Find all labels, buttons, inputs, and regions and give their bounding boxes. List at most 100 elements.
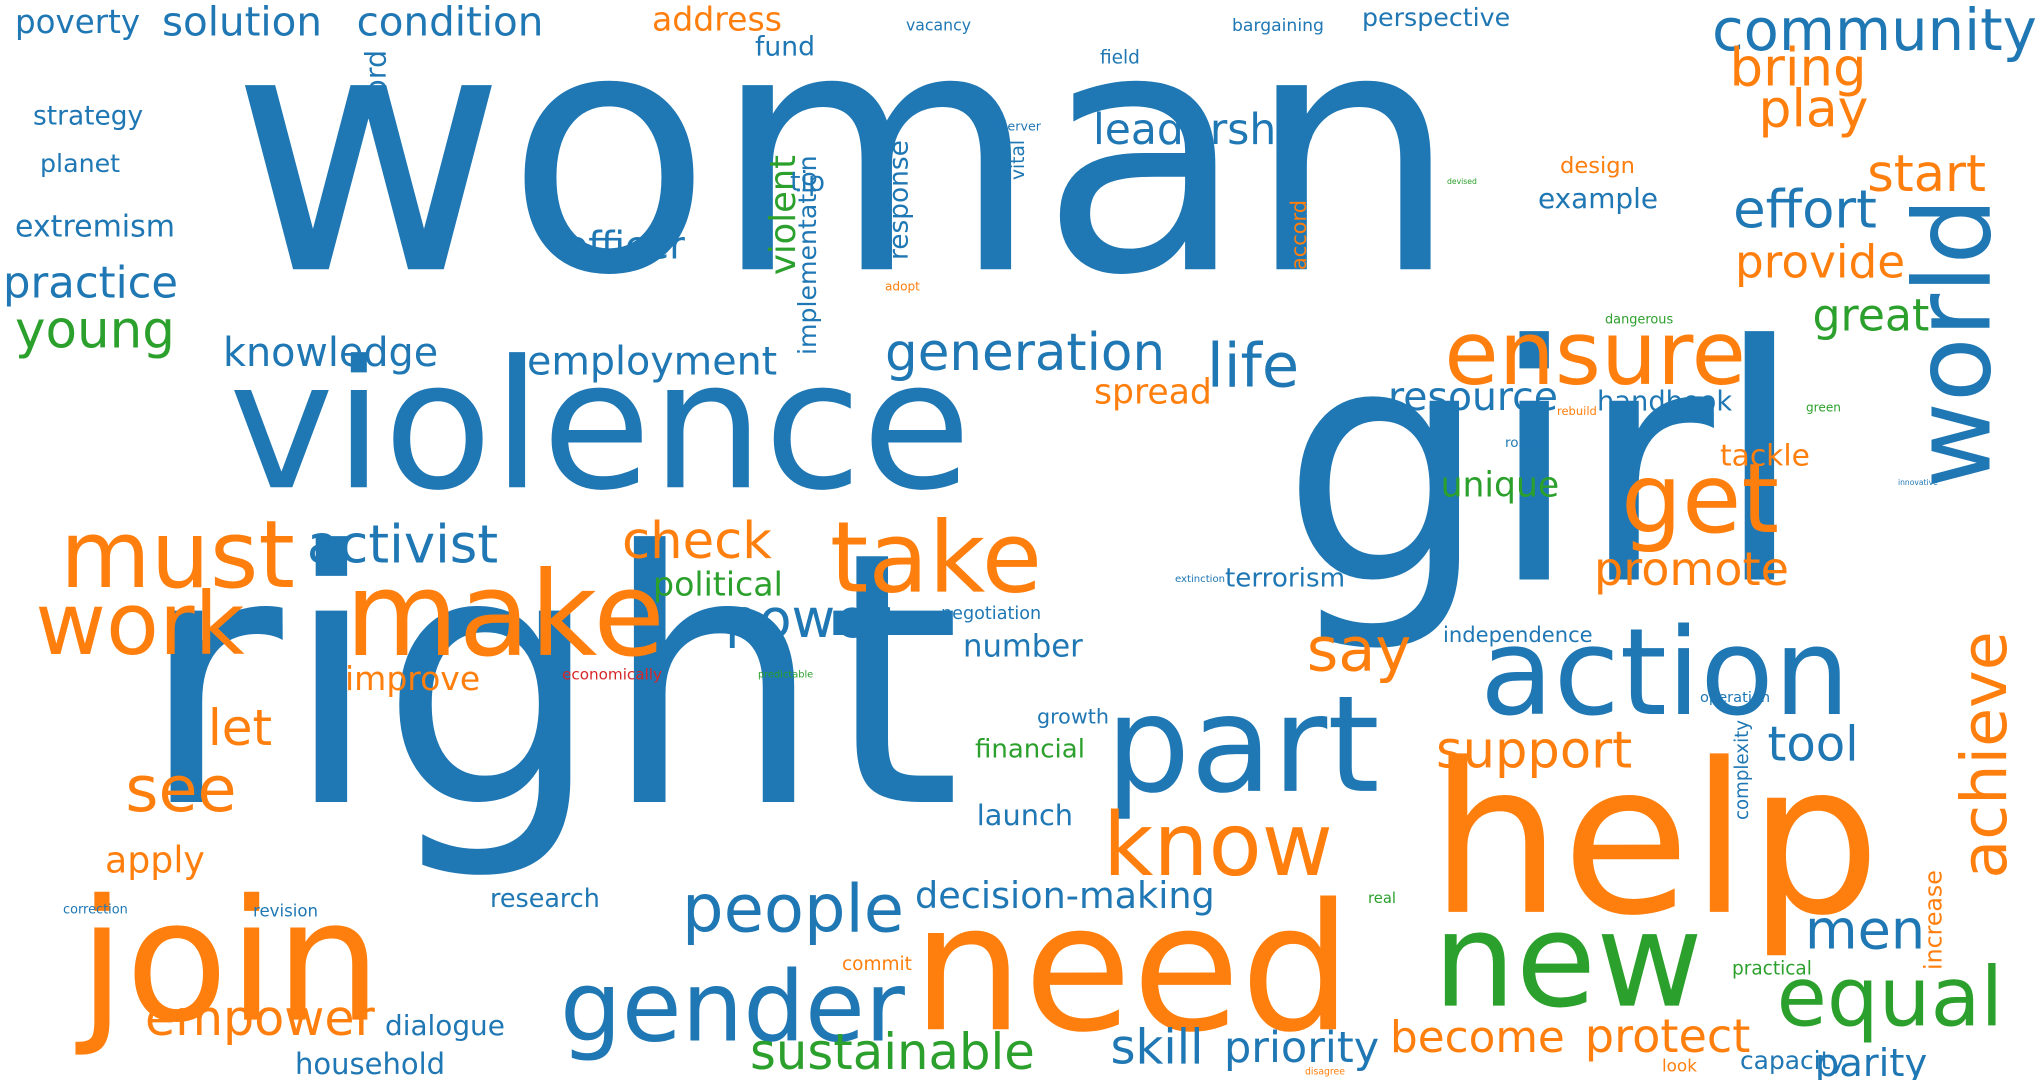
word-see: see	[125, 752, 236, 826]
word-handbook: handbook	[1597, 387, 1732, 418]
word-bring: bring	[1730, 37, 1867, 98]
word-play: play	[1759, 80, 1869, 140]
word-political: political	[653, 564, 783, 603]
word-look: look	[1662, 1056, 1697, 1076]
word-unique: unique	[1441, 466, 1560, 506]
word-let: let	[208, 699, 272, 757]
word-violence: violence	[229, 322, 971, 529]
word-parity: parity	[1815, 1041, 1927, 1080]
word-dialogue: dialogue	[385, 1009, 505, 1042]
word-devised: devised	[1447, 177, 1477, 186]
word-rebuild: rebuild	[1557, 404, 1597, 418]
word-sustainable: sustainable	[750, 1023, 1035, 1080]
word-priority: priority	[1224, 1023, 1379, 1073]
word-field: field	[1100, 48, 1140, 69]
word-vital: vital	[1008, 140, 1029, 180]
word-decision-making: decision-making	[915, 874, 1215, 917]
word-implementation: implementation	[793, 155, 822, 355]
word-predictable: predictable	[758, 670, 813, 681]
word-correction: correction	[63, 903, 128, 918]
word-knowledge: knowledge	[223, 330, 438, 376]
word-solution: solution	[162, 0, 322, 45]
word-new: new	[1433, 885, 1703, 1037]
word-work: work	[35, 575, 244, 675]
word-spread: spread	[1094, 373, 1212, 413]
word-launch: launch	[977, 798, 1073, 832]
word-tackle: tackle	[1720, 438, 1810, 473]
word-condition: condition	[357, 0, 544, 45]
word-provide: provide	[1735, 236, 1905, 289]
word-effort: effort	[1733, 179, 1877, 240]
word-design: design	[1560, 153, 1635, 179]
word-need: need	[912, 866, 1352, 1071]
word-right: right	[139, 477, 961, 885]
word-number: number	[963, 630, 1083, 665]
word-practical: practical	[1732, 959, 1812, 980]
word-disagree: disagree	[1305, 1067, 1345, 1078]
word-bargaining: bargaining	[1232, 16, 1324, 36]
word-people: people	[682, 871, 904, 947]
word-complexity: complexity	[1732, 720, 1753, 820]
word-practice: practice	[3, 259, 178, 309]
word-accord: accord	[1287, 200, 1311, 270]
word-employment: employment	[527, 339, 777, 385]
word-equal: equal	[1777, 950, 2004, 1045]
word-economically: economically	[562, 665, 662, 683]
word-join: join	[75, 864, 382, 1060]
word-capacity: capacity	[1740, 1046, 1845, 1075]
word-power: power	[725, 587, 890, 650]
word-woman: woman	[231, 0, 1459, 349]
word-promote: promote	[1594, 542, 1789, 596]
word-apply: apply	[105, 839, 205, 882]
word-negotiation: negotiation	[941, 604, 1041, 624]
word-growth: growth	[1037, 704, 1109, 728]
word-revision: revision	[253, 902, 318, 921]
word-observer: observer	[985, 119, 1042, 134]
word-great: great	[1813, 290, 1930, 341]
word-gender: gender	[560, 950, 905, 1063]
word-know: know	[1103, 794, 1333, 896]
word-check: check	[622, 511, 772, 571]
word-financial: financial	[975, 734, 1085, 764]
word-ensure: ensure	[1444, 302, 1746, 405]
word-real: real	[1368, 890, 1396, 907]
word-fund: fund	[755, 32, 815, 63]
word-men: men	[1805, 899, 1925, 962]
word-protect: protect	[1585, 1009, 1751, 1063]
word-violent: violent	[763, 155, 804, 275]
word-perspective: perspective	[1362, 3, 1510, 32]
word-empower: empower	[145, 989, 376, 1047]
word-must: must	[60, 500, 295, 609]
word-take: take	[830, 502, 1042, 616]
word-tool: tool	[1768, 717, 1859, 773]
word-girl: girl	[1281, 278, 1805, 658]
word-part: part	[1106, 667, 1380, 823]
word-start: start	[1867, 145, 1986, 204]
word-roster: roster	[1505, 435, 1545, 451]
word-response: response	[883, 140, 914, 260]
word-life: life	[1207, 332, 1299, 402]
word-operation: operation	[1700, 689, 1770, 706]
word-household: household	[295, 1047, 445, 1080]
word-strategy: strategy	[33, 100, 143, 131]
word-activist: activist	[307, 514, 498, 575]
word-address: address	[652, 0, 782, 38]
word-poverty: poverty	[15, 3, 140, 41]
word-action: action	[1480, 603, 1850, 743]
word-help: help	[1430, 719, 1881, 962]
word-officer: officer	[565, 224, 685, 268]
word-innovative: innovative	[1898, 478, 1938, 487]
word-vacancy: vacancy	[906, 15, 971, 34]
word-commit: commit	[842, 954, 912, 975]
word-extinction: extinction	[1175, 574, 1225, 585]
word-independence: independence	[1443, 622, 1593, 647]
word-generation: generation	[885, 323, 1165, 383]
word-terrorism: terrorism	[1225, 563, 1345, 593]
word-young: young	[15, 300, 175, 360]
word-adopt: adopt	[885, 279, 920, 293]
word-extremism: extremism	[15, 209, 175, 244]
word-become: become	[1390, 1012, 1565, 1063]
word-community: community	[1712, 0, 2037, 64]
word-example: example	[1538, 182, 1658, 215]
